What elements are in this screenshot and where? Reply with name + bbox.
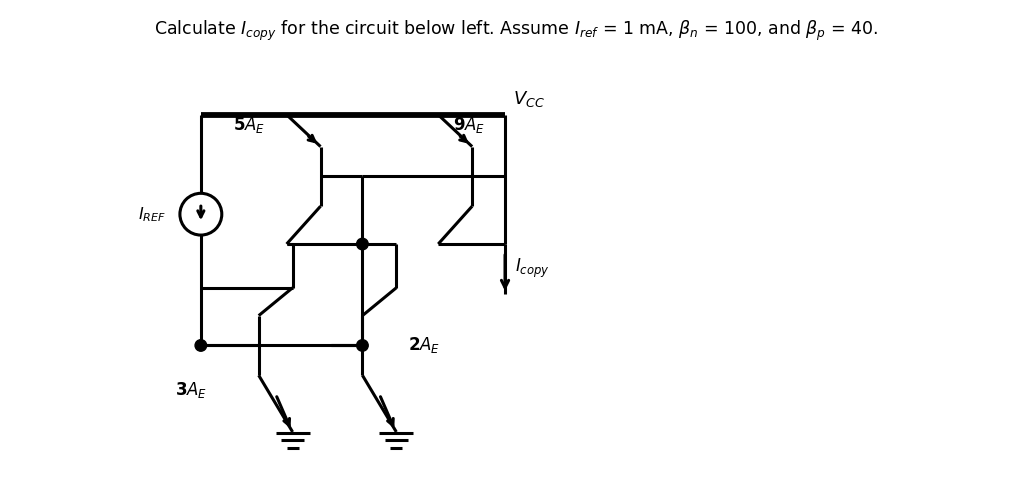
Text: 9$A_E$: 9$A_E$ xyxy=(453,115,486,134)
Text: 5$A_E$: 5$A_E$ xyxy=(232,115,264,134)
Text: 2$A_E$: 2$A_E$ xyxy=(408,335,440,356)
Circle shape xyxy=(195,340,207,351)
Text: 3$A_E$: 3$A_E$ xyxy=(175,380,207,400)
Text: Calculate $I_{copy}$ for the circuit below left. Assume $I_{ref}$ = 1 mA, $\beta: Calculate $I_{copy}$ for the circuit bel… xyxy=(154,19,878,44)
Text: $I_{copy}$: $I_{copy}$ xyxy=(515,257,550,280)
Text: $I_{REF}$: $I_{REF}$ xyxy=(137,205,166,224)
Circle shape xyxy=(356,238,368,250)
Text: $V_{CC}$: $V_{CC}$ xyxy=(513,89,544,109)
Circle shape xyxy=(356,340,368,351)
